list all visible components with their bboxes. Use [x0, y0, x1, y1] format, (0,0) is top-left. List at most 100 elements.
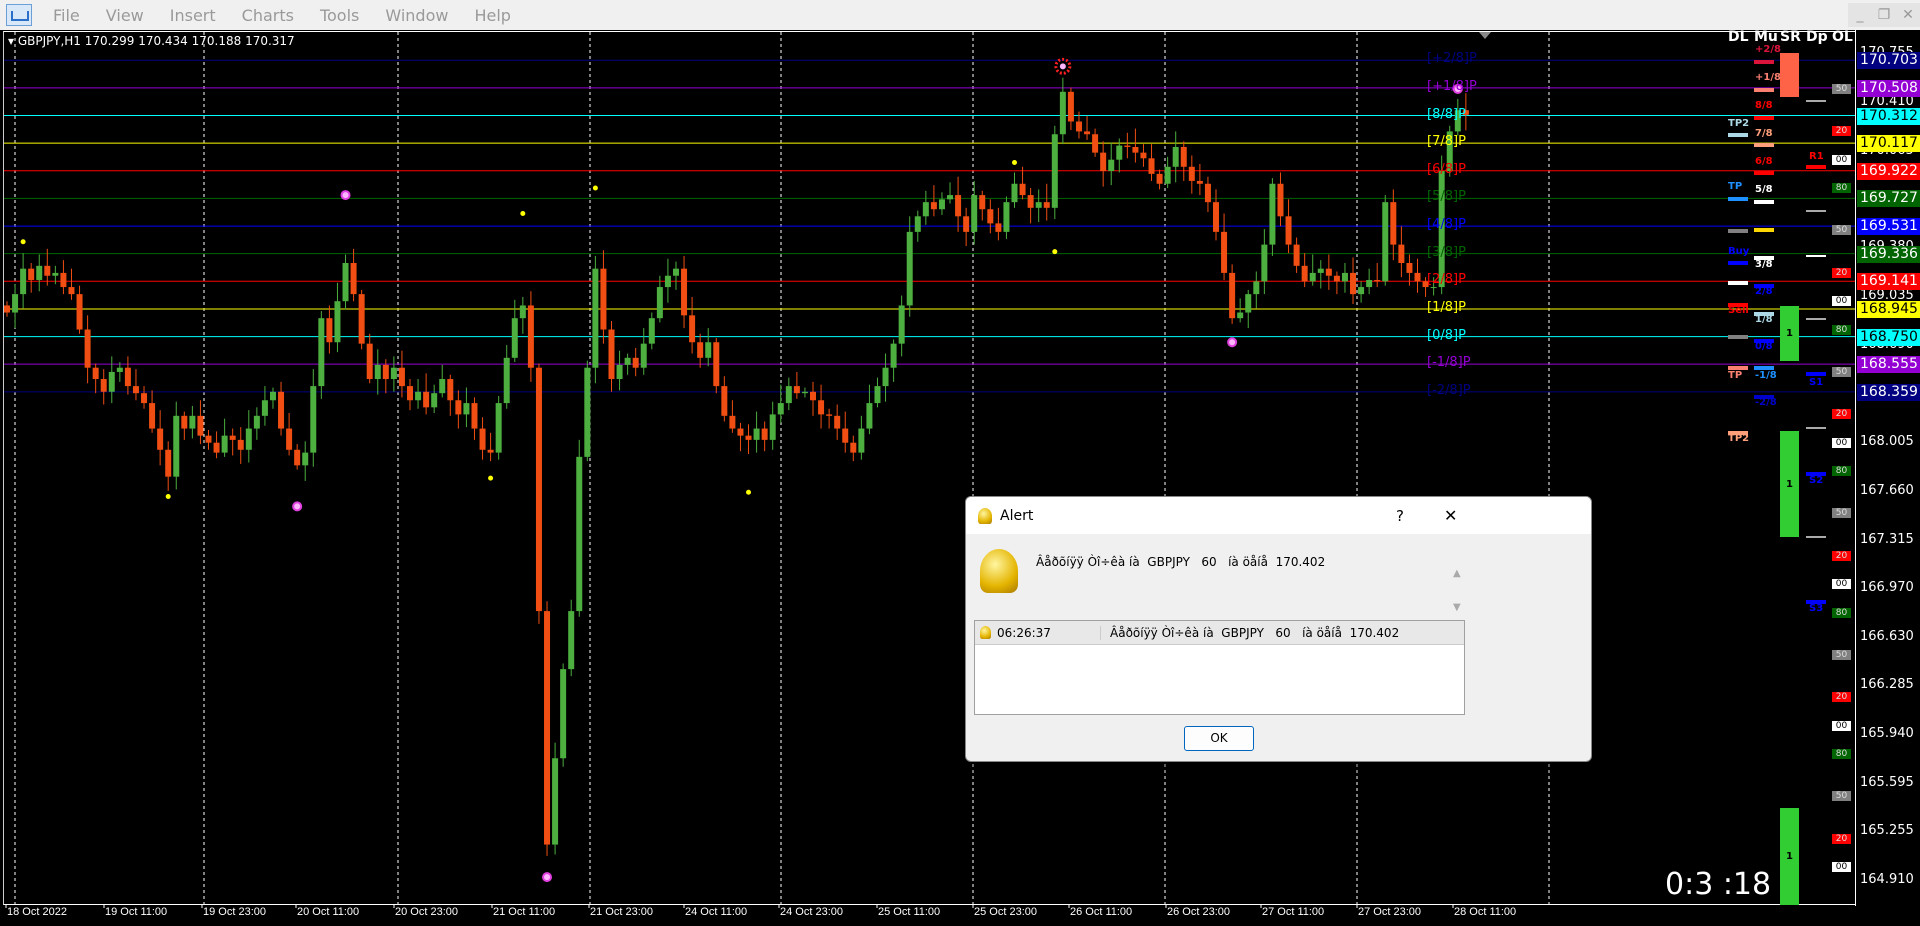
candle-body	[511, 318, 518, 358]
alert-list[interactable]: 06:26:37 Âåðõíÿÿ Òî÷êà íà GBPJPY 60 íà ö…	[974, 620, 1465, 715]
dl-bar	[1728, 229, 1748, 233]
time-label: 24 Oct 23:00	[780, 906, 843, 918]
menu-view[interactable]: View	[105, 5, 144, 25]
candle-body	[672, 268, 679, 276]
alert-message: Âåðõíÿÿ Òî÷êà íà GBPJPY 60 íà öåíå 170.4…	[1036, 555, 1326, 569]
candle-body	[358, 294, 365, 344]
help-button[interactable]: ?	[1396, 506, 1404, 525]
fractal-dot	[1052, 249, 1058, 255]
message-scrollbar[interactable]: ▲ ▼	[1453, 557, 1461, 625]
menu-help[interactable]: Help	[474, 5, 511, 25]
list-item[interactable]: 06:26:37 Âåðõíÿÿ Òî÷êà íà GBPJPY 60 íà ö…	[975, 621, 1464, 645]
candle-body	[769, 414, 776, 440]
candle-body	[28, 268, 35, 280]
candle-body	[1462, 110, 1469, 115]
level-price-label: 170.312	[1857, 107, 1920, 125]
minimize-button[interactable]: _	[1848, 3, 1872, 27]
candle-body	[697, 342, 704, 358]
menu-file[interactable]: File	[53, 5, 80, 25]
candle-body	[237, 439, 244, 450]
menu-charts[interactable]: Charts	[241, 5, 294, 25]
mu-bar	[1754, 228, 1774, 232]
level-price-label: 169.531	[1857, 218, 1920, 236]
candle-body	[116, 367, 123, 372]
candle-body	[979, 195, 986, 210]
candle-body	[1124, 145, 1131, 147]
candle-body	[278, 391, 285, 429]
candle-body	[1011, 183, 1018, 203]
dl-bar	[1728, 133, 1748, 137]
candle-body	[753, 428, 760, 440]
ok-button[interactable]: OK	[1184, 726, 1254, 751]
candle-body	[415, 391, 422, 401]
ol-label: 50	[1832, 225, 1851, 236]
fractal-dot	[592, 185, 598, 191]
candle-body	[44, 265, 51, 276]
price-tick-label: 167.660	[1860, 482, 1914, 498]
level-price-label: 168.750	[1857, 328, 1920, 346]
candle-body	[995, 223, 1002, 232]
restore-button[interactable]: ❐	[1872, 3, 1896, 27]
candle-body	[261, 400, 268, 416]
candle-body	[842, 428, 849, 443]
candle-body	[866, 403, 873, 429]
scroll-up-icon[interactable]: ▲	[1453, 568, 1461, 579]
mu-label: -1/8	[1755, 370, 1777, 381]
mu-bar	[1754, 256, 1774, 260]
ol-label: 50	[1832, 791, 1851, 802]
collapse-arrow-icon[interactable]: ▾	[8, 34, 15, 48]
candle-body	[568, 611, 575, 670]
mu-label: +2/8	[1755, 44, 1781, 55]
candle-body	[1051, 134, 1058, 208]
time-label: 25 Oct 23:00	[974, 906, 1037, 918]
alert-row-message: Âåðõíÿÿ Òî÷êà íà GBPJPY 60 íà öåíå 170.4…	[1110, 625, 1400, 640]
ol-label: 00	[1832, 296, 1851, 307]
candle-body	[181, 415, 188, 429]
candle-body	[439, 379, 446, 394]
mu-bar	[1754, 171, 1774, 175]
candle-body	[874, 386, 881, 404]
candle-body	[20, 268, 27, 295]
candle-body	[68, 287, 75, 295]
dl-bar	[1728, 197, 1748, 201]
ol-label: 00	[1832, 437, 1851, 448]
price-chart[interactable]	[3, 31, 1855, 905]
dl-label: Buy	[1728, 246, 1750, 257]
menu-window[interactable]: Window	[385, 5, 449, 25]
candle-body	[890, 343, 897, 368]
candle-body	[1180, 146, 1187, 167]
menu-insert[interactable]: Insert	[169, 5, 216, 25]
header-dl: DL	[1728, 29, 1749, 45]
price-tick-label: 166.285	[1860, 677, 1914, 693]
candle-body	[455, 400, 462, 415]
candle-body	[431, 393, 438, 408]
dl-bar	[1728, 335, 1748, 339]
level-price-label: 168.359	[1857, 383, 1920, 401]
level-label: [-1/8]P	[1427, 355, 1471, 371]
candle-body	[1229, 272, 1236, 319]
candle-body	[640, 343, 647, 368]
header-dp: Dp	[1806, 29, 1828, 45]
level-label: [7/8]P	[1427, 134, 1466, 150]
candle-body	[1366, 279, 1373, 288]
candle-body	[398, 367, 405, 387]
ol-label: 00	[1832, 579, 1851, 590]
candle-body	[503, 357, 510, 404]
candle-body	[342, 263, 349, 302]
menu-tools[interactable]: Tools	[319, 5, 360, 25]
candle-body	[1261, 244, 1268, 282]
ol-label: 20	[1832, 833, 1851, 844]
scroll-down-icon[interactable]: ▼	[1453, 602, 1461, 613]
mu-label: 3/8	[1755, 259, 1773, 270]
candle-body	[60, 272, 67, 288]
candle-body	[382, 364, 389, 380]
close-window-button[interactable]: ✕	[1896, 3, 1920, 27]
close-dialog-button[interactable]: ✕	[1444, 506, 1458, 525]
dl-label: TP	[1728, 370, 1743, 381]
ol-label: 80	[1832, 607, 1851, 618]
candle-body	[141, 393, 148, 404]
candle-body	[834, 415, 841, 429]
candle-body	[1027, 195, 1034, 208]
mu-label: 6/8	[1755, 156, 1773, 167]
